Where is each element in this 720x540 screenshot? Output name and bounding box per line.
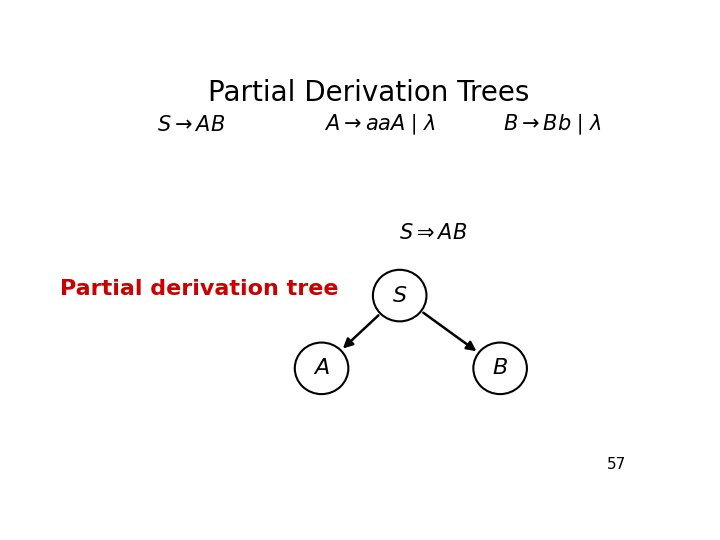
Ellipse shape	[294, 342, 348, 394]
Text: $S \rightarrow AB$: $S \rightarrow AB$	[157, 115, 225, 135]
Text: $S \Rightarrow AB$: $S \Rightarrow AB$	[399, 223, 467, 243]
Text: $A \rightarrow aaA \mid \lambda$: $A \rightarrow aaA \mid \lambda$	[324, 113, 436, 137]
Text: 57: 57	[606, 457, 626, 472]
Ellipse shape	[473, 342, 527, 394]
Text: $B \rightarrow Bb \mid \lambda$: $B \rightarrow Bb \mid \lambda$	[503, 113, 601, 137]
Text: $S$: $S$	[392, 286, 408, 306]
Text: Partial derivation tree: Partial derivation tree	[60, 279, 338, 299]
Text: $A$: $A$	[313, 359, 330, 379]
Text: $B$: $B$	[492, 359, 508, 379]
Ellipse shape	[373, 270, 426, 321]
Text: Partial Derivation Trees: Partial Derivation Trees	[208, 79, 530, 107]
